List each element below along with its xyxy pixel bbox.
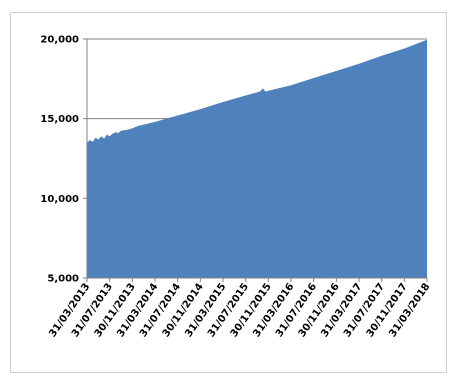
y-axis-ticks: 5,000 10,000 15,000 20,000 <box>40 35 87 285</box>
chart-frame: 5,000 10,000 15,000 20,000 31/03/2013 31/07/… <box>10 12 447 373</box>
x-axis-ticks: 31/03/201331/07/201330/11/201331/03/2014… <box>47 278 432 339</box>
y-tick-label: 15,000 <box>40 114 79 125</box>
y-tick-label: 10,000 <box>40 194 79 205</box>
y-tick-label: 20,000 <box>40 35 79 46</box>
series-area <box>87 39 427 278</box>
y-tick-label: 5,000 <box>47 274 79 285</box>
area-chart: 5,000 10,000 15,000 20,000 31/03/201331/07/… <box>40 35 432 340</box>
axes <box>86 39 427 279</box>
series-area-path <box>87 39 427 278</box>
